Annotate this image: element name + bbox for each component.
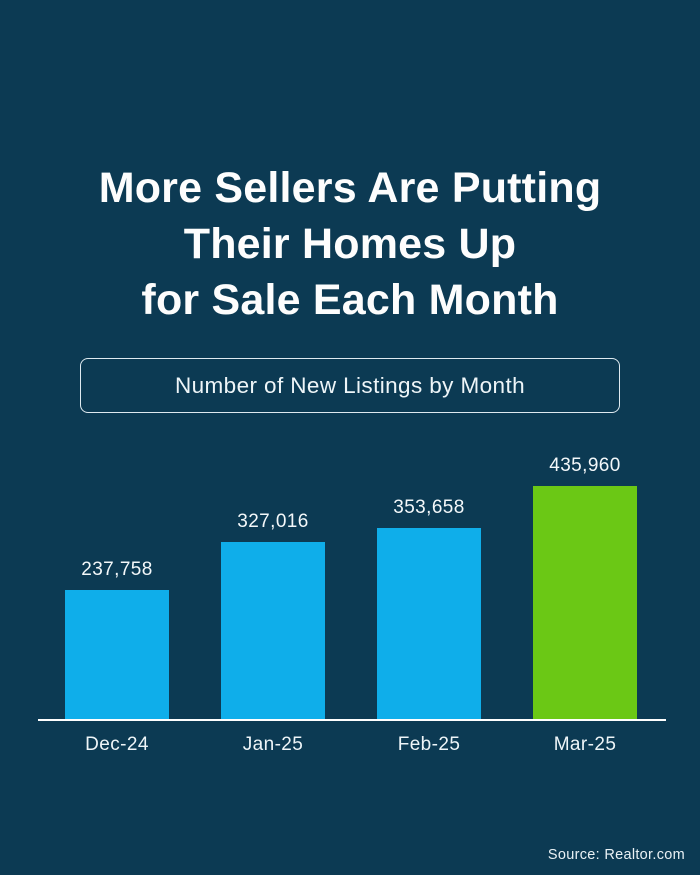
bar-value-label-feb-25: 353,658 — [393, 497, 465, 518]
bar-chart: 237,758 Dec-24 327,016 Jan-25 353,658 Feb-25 4… — [0, 455, 700, 765]
x-axis-label-mar-25: Mar-25 — [553, 734, 617, 755]
bar-group-mar-25: 435,960 — [533, 455, 637, 719]
bar-feb-25 — [377, 528, 481, 719]
bar-mar-25 — [533, 486, 637, 719]
bar-value-label-jan-25: 327,016 — [237, 511, 309, 532]
title-line-3: for Sale Each Month — [141, 276, 559, 324]
x-axis-line — [38, 719, 666, 721]
bar-value-label-mar-25: 435,960 — [549, 455, 621, 476]
page-title: More Sellers Are Putting Their Homes Up … — [0, 160, 700, 328]
bar-value-label-dec-24: 237,758 — [81, 559, 153, 580]
x-axis-label-jan-25: Jan-25 — [242, 734, 304, 755]
bar-group-jan-25: 327,016 — [221, 455, 325, 719]
title-line-1: More Sellers Are Putting — [98, 164, 602, 212]
x-axis-label-dec-24: Dec-24 — [85, 734, 149, 755]
bar-dec-24 — [65, 590, 169, 719]
bar-jan-25 — [221, 542, 325, 719]
title-line-2: Their Homes Up — [183, 220, 517, 268]
chart-subtitle-label: Number of New Listings by Month — [174, 372, 526, 398]
bar-group-dec-24: 237,758 — [65, 455, 169, 719]
bar-group-feb-25: 353,658 — [377, 455, 481, 719]
chart-subtitle-box: Number of New Listings by Month — [80, 358, 620, 413]
source-attribution: Source: Realtor.com — [547, 847, 685, 863]
x-axis-label-feb-25: Feb-25 — [397, 734, 461, 755]
